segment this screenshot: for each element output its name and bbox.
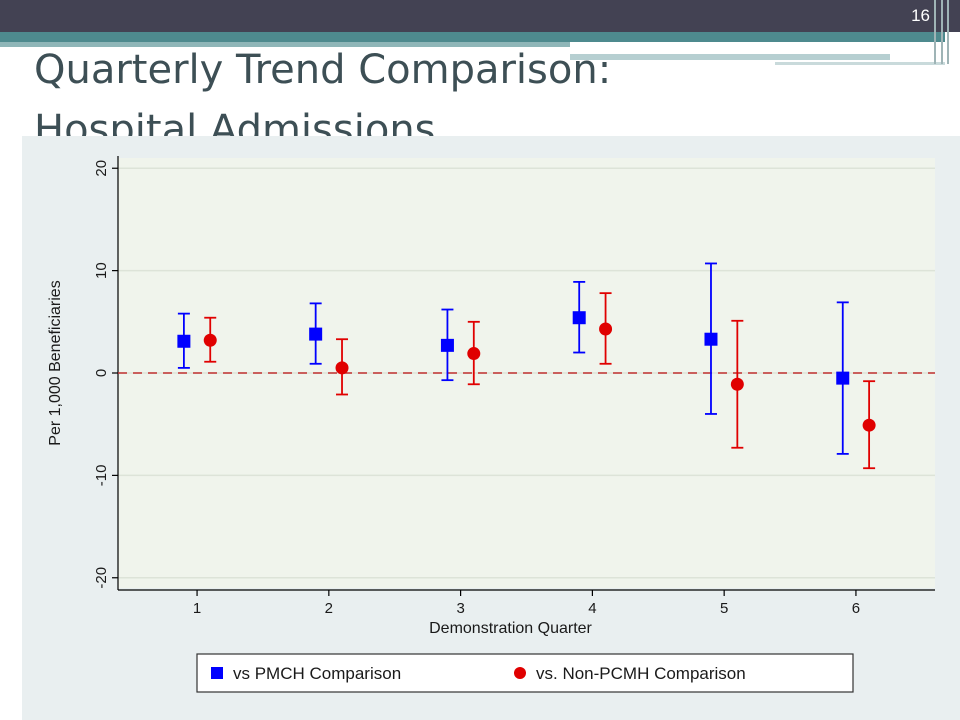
chart: 20 10 0 -10 -20 1 2 3 4 5 6 Demonstration Quarter Pe… (47, 156, 935, 693)
x-tick-label: 1 (193, 600, 201, 617)
slide-number: 16 (911, 6, 930, 25)
y-tick-label: 20 (93, 160, 110, 177)
header-divider-line (941, 0, 943, 64)
y-tick-label: 10 (93, 262, 110, 279)
y-tick-label: -10 (93, 465, 110, 487)
data-point (599, 322, 613, 336)
data-point (309, 327, 323, 341)
legend-label: vs PMCH Comparison (233, 664, 401, 683)
legend-marker (514, 667, 526, 679)
header-accent-stripe (570, 54, 890, 60)
slide-title-line1: Quarterly Trend Comparison: (34, 47, 612, 93)
y-tick-label: -20 (93, 567, 110, 589)
x-tick-label: 5 (720, 600, 728, 617)
data-point (730, 377, 744, 391)
data-point (862, 418, 876, 432)
data-point (203, 333, 217, 347)
data-point (836, 371, 850, 385)
x-tick-label: 2 (325, 600, 333, 617)
series-1 (177, 262, 850, 455)
data-point (440, 338, 454, 352)
header-accent-stripe-thin (775, 62, 945, 65)
data-point (467, 347, 481, 361)
legend-marker (211, 667, 223, 679)
data-point (335, 361, 349, 375)
header-divider-line (947, 0, 949, 64)
y-axis-title: Per 1,000 Beneficiaries (47, 280, 64, 445)
x-tick-label: 3 (456, 600, 464, 617)
header-divider-line (934, 0, 936, 64)
legend-label: vs. Non-PCMH Comparison (536, 664, 746, 683)
chart-panel: 20 10 0 -10 -20 1 2 3 4 5 6 Demonstration Quarter Pe… (22, 136, 960, 720)
y-tick-label: 0 (93, 369, 110, 377)
series-2 (203, 292, 876, 470)
x-tick-label: 6 (852, 600, 860, 617)
header-accent-band (0, 32, 945, 42)
header-accent-band-light (0, 42, 570, 47)
data-point (572, 311, 586, 325)
data-point (704, 332, 718, 346)
data-point (177, 334, 191, 348)
slide-header-bar (0, 0, 960, 32)
x-tick-label: 4 (588, 600, 596, 617)
x-axis-title: Demonstration Quarter (429, 620, 592, 637)
